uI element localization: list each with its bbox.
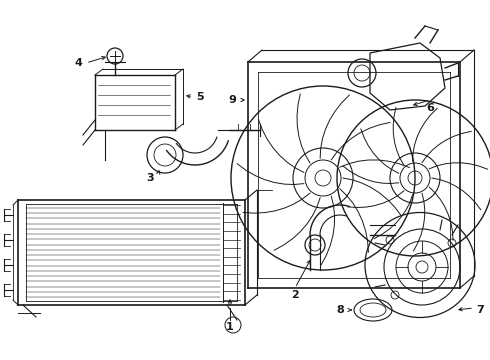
Text: 2: 2 [291, 290, 299, 300]
Text: 4: 4 [74, 58, 82, 68]
Text: 7: 7 [476, 305, 484, 315]
Text: 5: 5 [196, 92, 204, 102]
Text: 3: 3 [146, 173, 154, 183]
Text: 8: 8 [336, 305, 344, 315]
Text: 9: 9 [228, 95, 236, 105]
Text: 1: 1 [226, 322, 234, 332]
Text: 6: 6 [426, 103, 434, 113]
